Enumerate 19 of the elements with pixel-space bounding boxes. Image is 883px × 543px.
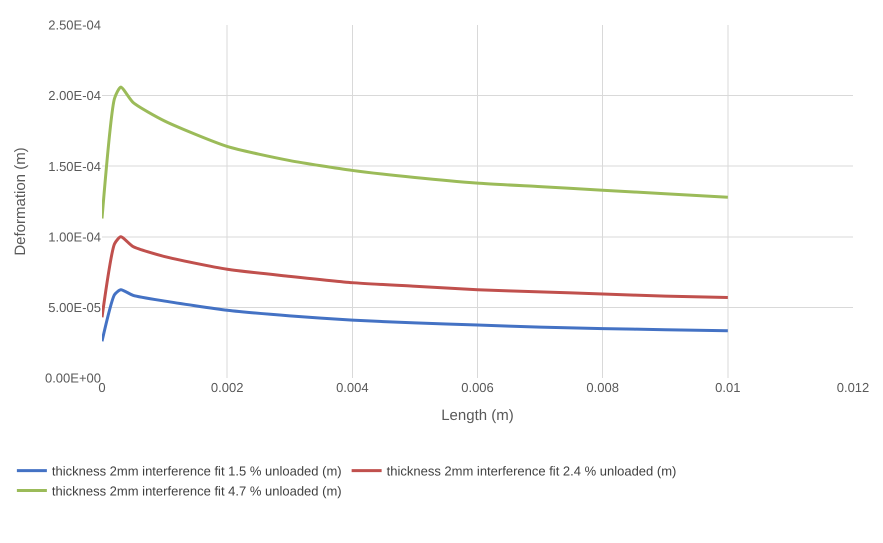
y-tick-label: 1.50E-04 <box>48 158 101 174</box>
line-series <box>102 86 730 220</box>
x-tick-label: 0.01 <box>715 380 740 395</box>
legend-label: thickness 2mm interference fit 1.5 % unloaded (m) <box>52 464 342 479</box>
x-tick-label: 0.004 <box>336 380 369 395</box>
line-series <box>102 288 730 343</box>
y-tick-label: 1.00E-04 <box>48 229 101 244</box>
line-series <box>102 235 730 319</box>
legend-label: thickness 2mm interference fit 2.4 % unloaded (m) <box>386 464 676 479</box>
x-tick-label: 0.012 <box>836 380 870 395</box>
y-tick-label: 2.50E-04 <box>48 18 101 33</box>
y-tick-label: 2.00E-04 <box>48 88 101 104</box>
x-tick-label: 0.008 <box>586 380 619 395</box>
y-axis-title: Deformation (m) <box>12 147 30 256</box>
x-tick-label: 0.006 <box>461 380 494 395</box>
y-tick-label: 5.00E-05 <box>48 300 101 315</box>
x-tick-label: 0.002 <box>210 380 244 395</box>
x-axis-title: Length (m) <box>441 407 514 424</box>
legend-label: thickness 2mm interference fit 4.7 % unloaded (m) <box>52 484 342 499</box>
